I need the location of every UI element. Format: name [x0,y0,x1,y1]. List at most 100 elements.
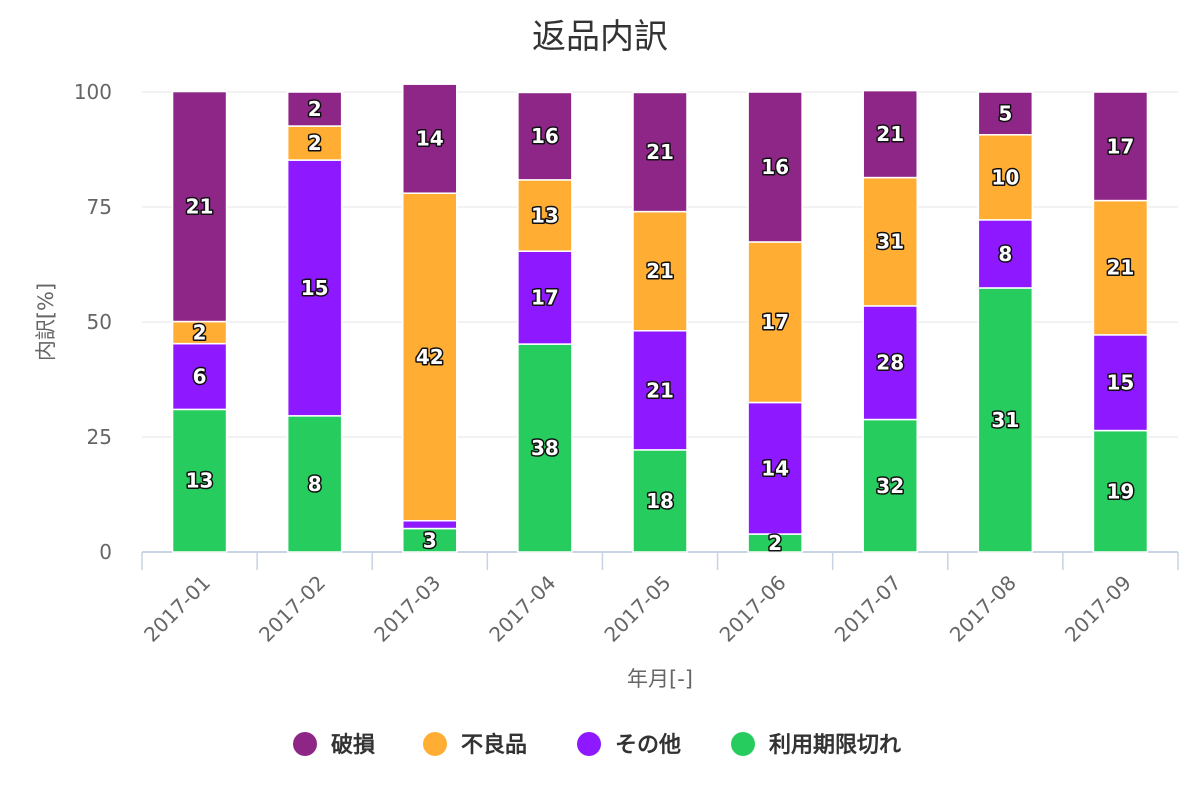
bar-segment-2017-05-3[interactable] [632,91,688,213]
bar-segment-2017-04-0[interactable] [517,343,573,553]
legend-label-3: 利用期限切れ [769,733,901,758]
data-label-2017-05-0: 18 [646,489,674,513]
x-axis-title: 年月[-] [627,667,693,691]
bar-segment-2017-04-3[interactable] [517,91,573,181]
legend-item-1[interactable]: 不良品 [423,732,527,758]
legend-item-0[interactable]: 破損 [293,732,376,758]
legend-marker-2 [577,732,601,756]
data-label-2017-07-1: 28 [876,351,904,375]
x-tick-label-2017-09: 2017-09 [1060,571,1136,647]
y-axis-title: 内訳[%] [34,283,58,361]
bar-segment-2017-08-0[interactable] [977,287,1034,553]
legend: 破損 不良品 その他 利用期限切れ [293,732,901,758]
legend-item-3[interactable]: 利用期限切れ [731,732,901,758]
bar-segment-2017-08-3[interactable] [977,91,1034,136]
data-label-2017-06-0: 2 [768,531,782,555]
y-tick-label-25: 25 [87,425,112,449]
data-label-2017-09-2: 21 [1107,256,1135,280]
data-label-2017-06-3: 16 [761,155,789,179]
bar-segment-2017-06-2[interactable] [747,241,803,404]
legend-label-1: 不良品 [461,732,527,758]
x-tick-label-2017-04: 2017-04 [484,571,560,647]
bar-segment-2017-04-1[interactable] [517,250,573,345]
legend-marker-0 [293,732,317,756]
data-label-2017-06-1: 14 [761,456,789,480]
legend-marker-1 [423,732,447,756]
y-tick-label-75: 75 [87,195,112,219]
y-tick-label-100: 100 [74,80,112,104]
bar-segment-2017-02-0[interactable] [286,415,343,553]
x-tick-label-2017-06: 2017-06 [715,571,791,647]
x-tick-label-2017-08: 2017-08 [945,571,1021,647]
x-tick-label-2017-01: 2017-01 [139,571,215,647]
bar-segment-2017-02-3[interactable] [286,91,343,127]
data-label-2017-01-3: 21 [186,195,214,219]
data-label-2017-02-2: 2 [308,131,322,155]
bar-segment-2017-06-3[interactable] [747,91,803,243]
data-label-2017-05-3: 21 [646,140,674,164]
data-label-2017-01-0: 13 [186,469,214,493]
data-label-2017-09-3: 17 [1107,134,1135,158]
bar-segment-2017-08-1[interactable] [977,219,1034,289]
data-label-2017-02-1: 15 [301,276,329,300]
data-label-2017-08-1: 8 [998,242,1012,266]
data-label-2017-07-2: 31 [876,230,904,254]
legend-marker-3 [731,732,755,756]
data-label-2017-02-3: 2 [308,97,322,121]
bar-segment-2017-01-3[interactable] [171,90,228,323]
data-label-2017-09-0: 19 [1107,479,1135,503]
bar-segment-2017-09-3[interactable] [1092,91,1149,202]
data-label-2017-03-2: 42 [416,345,444,369]
data-label-2017-06-2: 17 [761,310,789,334]
data-label-2017-03-0: 3 [423,528,437,552]
data-label-2017-05-1: 21 [646,378,674,402]
data-label-2017-09-1: 15 [1107,371,1135,395]
bar-segment-2017-08-2[interactable] [977,134,1034,221]
data-label-2017-08-3: 5 [998,101,1012,125]
data-label-2017-07-3: 21 [876,122,904,146]
bar-segment-2017-05-1[interactable] [632,329,688,451]
bar-segment-2017-07-3[interactable] [862,89,918,179]
bar-segment-2017-05-0[interactable] [632,449,688,553]
data-label-2017-01-1: 6 [193,365,207,389]
bar-segment-2017-03-2[interactable] [402,192,458,522]
data-label-2017-04-0: 38 [531,436,559,460]
data-label-2017-05-2: 21 [646,259,674,283]
bar-segment-2017-09-0[interactable] [1092,429,1149,553]
data-label-2017-01-2: 2 [193,321,207,345]
legend-item-2[interactable]: その他 [577,732,681,758]
bar-segment-2017-07-1[interactable] [862,305,918,421]
x-tick-label-2017-03: 2017-03 [369,571,445,647]
x-tick-label-2017-05: 2017-05 [599,571,675,647]
x-tick-label-2017-07: 2017-07 [830,571,906,647]
x-axis: 2017-01 2017-02 2017-03 2017-04 2017-05 2017-… [139,551,1179,647]
data-label-2017-07-0: 32 [876,474,904,498]
y-tick-label-0: 0 [99,540,112,564]
legend-label-0: 破損 [331,732,376,758]
chart-title: 返品内訳 [532,17,668,57]
data-label-2017-08-0: 31 [991,408,1019,432]
y-axis: 0 25 50 75 100 [74,80,112,564]
data-label-2017-08-2: 10 [991,165,1019,189]
bar-segment-2017-03-3[interactable] [402,83,458,194]
bar-segment-2017-06-1[interactable] [747,401,803,535]
data-label-2017-04-2: 13 [531,204,559,228]
data-label-2017-04-1: 17 [531,286,559,310]
bar-segment-2017-01-0[interactable] [171,408,228,553]
bar-segment-2017-09-1[interactable] [1092,334,1149,432]
bar-segment-2017-04-2[interactable] [517,179,573,252]
data-labels: 1362218152234214381713161821212121417163… [184,96,1136,557]
bar-segment-2017-09-2[interactable] [1092,199,1149,336]
data-label-2017-03-3: 14 [416,127,444,151]
bar-segment-2017-02-1[interactable] [286,159,343,417]
legend-label-2: その他 [615,733,681,758]
data-label-2017-04-3: 16 [531,124,559,148]
x-tick-label-2017-02: 2017-02 [254,571,330,647]
bars [171,83,1149,553]
bar-segment-2017-05-2[interactable] [632,210,688,332]
data-label-2017-02-0: 8 [308,472,322,496]
bar-segment-2017-07-2[interactable] [862,176,918,307]
bar-segment-2017-07-0[interactable] [862,418,918,553]
